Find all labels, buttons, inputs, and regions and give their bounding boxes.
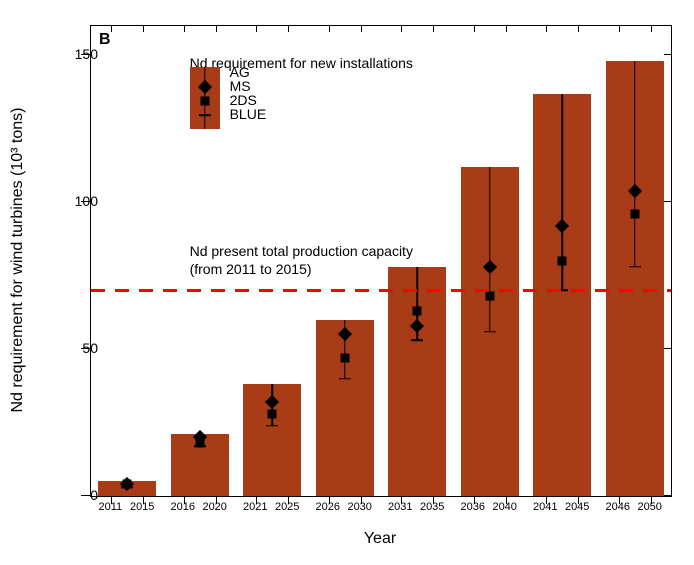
x-tick — [216, 26, 217, 32]
y-tick — [664, 495, 672, 496]
y-tick — [664, 348, 672, 349]
y-tick-label: 100 — [38, 193, 98, 209]
x-tick — [111, 26, 112, 32]
square-marker — [485, 292, 494, 301]
square-marker — [123, 480, 132, 489]
whisker-cap — [411, 340, 423, 342]
x-tick-label: 2026 — [316, 501, 340, 513]
square-marker — [558, 257, 567, 266]
y-tick-label: 0 — [38, 487, 98, 503]
square-marker — [268, 409, 277, 418]
x-tick — [401, 26, 402, 32]
x-tick-label: 2035 — [420, 501, 444, 513]
x-tick — [361, 26, 362, 32]
y-tick — [664, 54, 672, 55]
whisker — [489, 167, 491, 332]
whisker-cap — [266, 425, 278, 427]
y-tick-label: 150 — [38, 46, 98, 62]
x-tick — [143, 26, 144, 32]
legend-label: BLUE — [230, 106, 267, 122]
y-axis-label: Nd requirement for wind turbines (10³ to… — [9, 107, 27, 412]
x-tick-label: 2041 — [533, 501, 557, 513]
square-marker — [630, 210, 639, 219]
y-tick — [664, 201, 672, 202]
x-tick-label: 2025 — [275, 501, 299, 513]
x-tick — [288, 26, 289, 32]
whisker-cap — [484, 331, 496, 333]
x-tick-label: 2036 — [461, 501, 485, 513]
whisker-cap — [339, 378, 351, 380]
legend-whisker-icon — [199, 114, 211, 116]
x-tick — [619, 26, 620, 32]
y-tick-label: 50 — [38, 340, 98, 356]
x-tick-label: 2030 — [347, 501, 371, 513]
whisker-cap — [629, 266, 641, 268]
x-tick-label: 2031 — [388, 501, 412, 513]
x-tick-label: 2015 — [130, 501, 154, 513]
square-marker — [340, 353, 349, 362]
x-tick — [651, 26, 652, 32]
x-tick-label: 2040 — [492, 501, 516, 513]
x-tick — [329, 26, 330, 32]
x-tick — [256, 26, 257, 32]
annotation-text: (from 2011 to 2015) — [190, 261, 312, 277]
x-tick — [184, 26, 185, 32]
square-marker — [413, 306, 422, 315]
x-tick-label: 2016 — [171, 501, 195, 513]
legend-square-icon — [200, 97, 209, 106]
x-tick-label: 2020 — [202, 501, 226, 513]
whisker — [634, 61, 636, 267]
legend-title: Nd requirement for new installations — [190, 55, 413, 71]
square-marker — [195, 439, 204, 448]
panel-label: B — [99, 31, 111, 49]
x-tick — [433, 26, 434, 32]
x-tick-label: 2021 — [243, 501, 267, 513]
x-tick — [474, 26, 475, 32]
x-tick-label: 2045 — [565, 501, 589, 513]
x-tick — [578, 26, 579, 32]
x-axis-label: Year — [364, 530, 396, 548]
plot-area: B Nd present total production capacity (f… — [90, 25, 672, 497]
annotation-text: Nd present total production capacity — [190, 243, 413, 259]
x-tick — [506, 26, 507, 32]
x-tick-label: 2046 — [606, 501, 630, 513]
x-tick-label: 2011 — [98, 501, 122, 513]
x-tick — [546, 26, 547, 32]
x-tick-label: 2050 — [637, 501, 661, 513]
